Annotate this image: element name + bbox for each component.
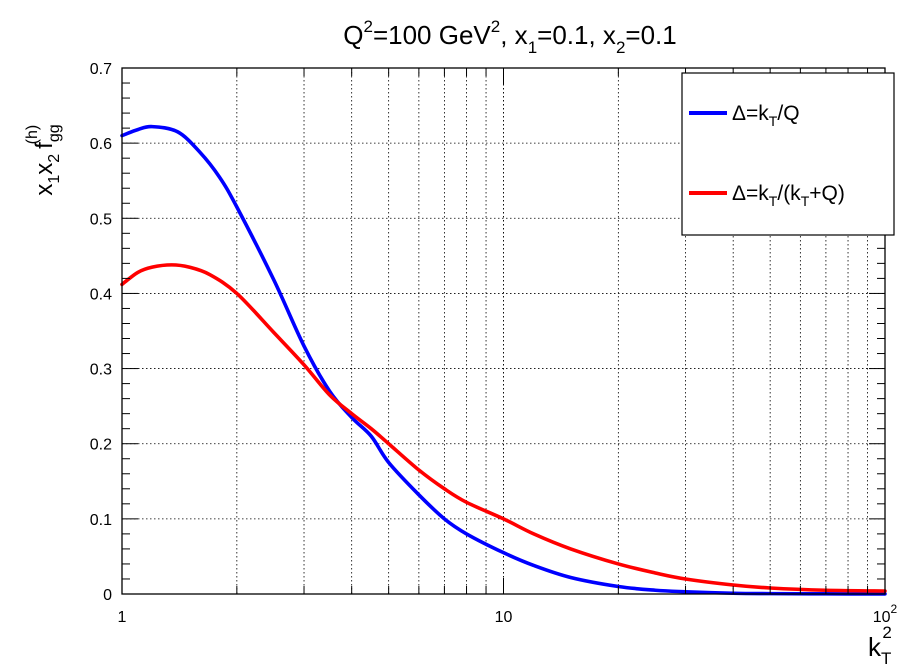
y-axis-label: x1x2fgg(h) bbox=[24, 124, 63, 195]
x-tick-label: 10 bbox=[495, 609, 513, 626]
legend-label-series-2: Δ=kT/(kT+Q) bbox=[732, 182, 845, 209]
tick-labels: 0 0.1 0.2 0.3 0.4 0.5 0.6 0.7 1 10 102 bbox=[90, 61, 898, 626]
chart-title: Q2=100 GeV2, x1=0.1, x2=0.1 bbox=[343, 17, 676, 57]
y-tick-label: 0.7 bbox=[90, 61, 112, 78]
series-line-2 bbox=[120, 263, 887, 593]
y-tick-label: 0.1 bbox=[90, 512, 112, 529]
x-axis-label: kT2 bbox=[868, 623, 892, 666]
x-tick-label: 102 bbox=[873, 602, 898, 626]
legend-label-series-1: Δ=kT/Q bbox=[732, 102, 800, 129]
x-tick-label: 1 bbox=[118, 609, 127, 626]
y-tick-label: 0.2 bbox=[90, 437, 112, 454]
legend: Δ=kT/Q Δ=kT/(kT+Q) bbox=[681, 72, 895, 236]
series-layer bbox=[120, 124, 887, 596]
y-tick-label: 0.5 bbox=[90, 211, 112, 228]
series-line-1 bbox=[120, 124, 887, 596]
y-tick-label: 0.3 bbox=[90, 362, 112, 379]
y-tick-label: 0 bbox=[103, 587, 112, 604]
y-tick-label: 0.6 bbox=[90, 136, 112, 153]
legend-box bbox=[681, 72, 895, 236]
y-tick-label: 0.4 bbox=[90, 286, 112, 303]
